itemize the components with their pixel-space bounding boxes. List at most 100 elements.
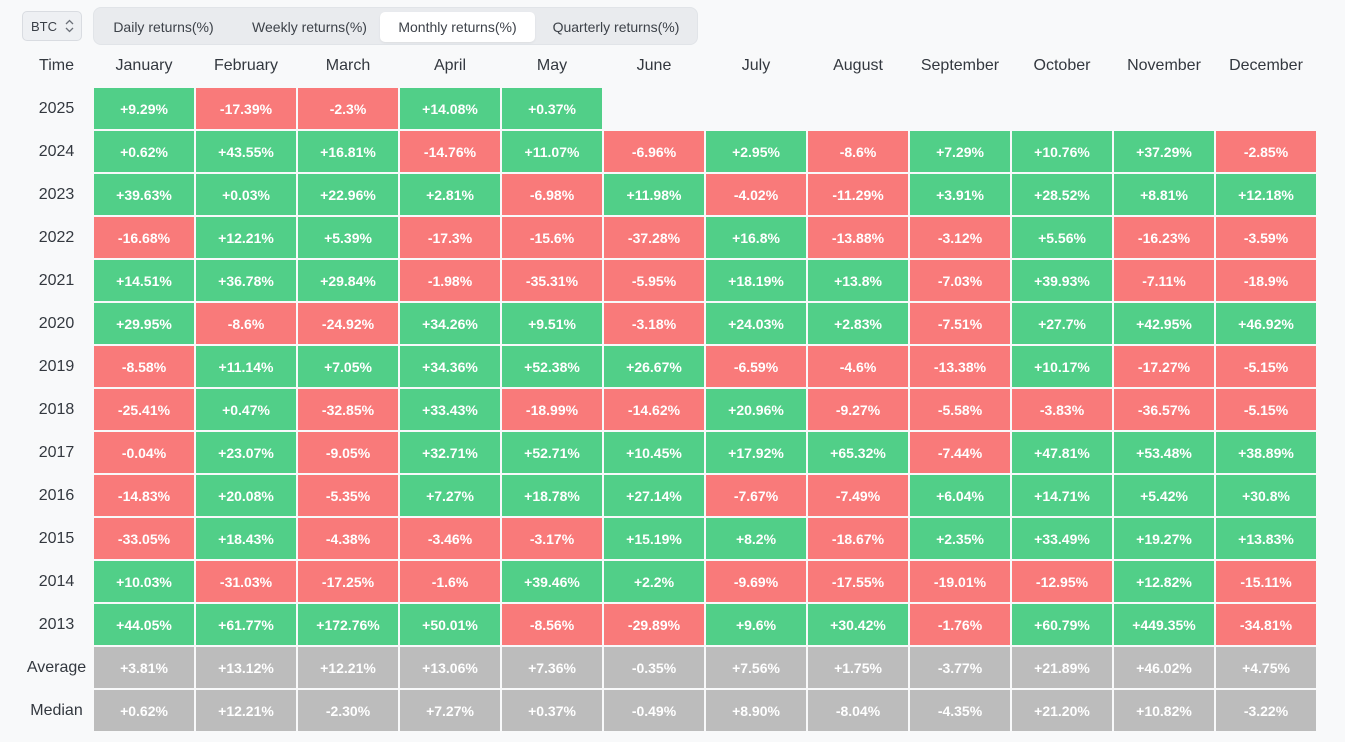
return-cell: +42.95%	[1114, 303, 1214, 344]
return-cell: +36.78%	[196, 260, 296, 301]
return-cell: -7.49%	[808, 475, 908, 516]
return-cell: -14.62%	[604, 389, 704, 430]
return-cell: +14.71%	[1012, 475, 1112, 516]
time-column-header: Time	[39, 57, 74, 74]
return-cell: -36.57%	[1114, 389, 1214, 430]
return-cell: +61.77%	[196, 604, 296, 645]
month-header: October	[1033, 57, 1091, 74]
return-cell: +10.17%	[1012, 346, 1112, 387]
year-label: 2016	[38, 486, 75, 504]
summary-value-cell: +12.21%	[196, 690, 296, 731]
summary-value-cell: +7.36%	[502, 647, 602, 688]
month-header: December	[1229, 57, 1303, 74]
return-cell: +6.04%	[910, 475, 1010, 516]
return-cell: +2.2%	[604, 561, 704, 602]
summary-value-cell: +10.82%	[1114, 690, 1214, 731]
return-cell: +37.29%	[1114, 131, 1214, 172]
return-cell: -17.39%	[196, 88, 296, 129]
asset-select[interactable]: BTC	[22, 11, 82, 41]
summary-value-cell: +4.75%	[1216, 647, 1316, 688]
return-cell: -12.95%	[1012, 561, 1112, 602]
return-cell: -17.55%	[808, 561, 908, 602]
return-cell: +28.52%	[1012, 174, 1112, 215]
return-cell: -0.04%	[94, 432, 194, 473]
return-cell: +9.29%	[94, 88, 194, 129]
return-cell: -7.51%	[910, 303, 1010, 344]
month-header: March	[325, 57, 371, 74]
return-cell: +14.51%	[94, 260, 194, 301]
return-cell: +53.48%	[1114, 432, 1214, 473]
return-cell: -4.02%	[706, 174, 806, 215]
return-cell: +8.81%	[1114, 174, 1214, 215]
return-cell: +38.89%	[1216, 432, 1316, 473]
return-cell: -17.25%	[298, 561, 398, 602]
return-cell: +7.29%	[910, 131, 1010, 172]
return-cell: -18.67%	[808, 518, 908, 559]
return-cell: +52.71%	[502, 432, 602, 473]
return-cell: -3.12%	[910, 217, 1010, 258]
month-header: January	[115, 57, 173, 74]
return-cell: +7.27%	[400, 475, 500, 516]
return-cell: +5.42%	[1114, 475, 1214, 516]
tab-weekly-returns[interactable]: Weekly returns(%)	[252, 19, 367, 35]
return-cell: -5.58%	[910, 389, 1010, 430]
summary-value-cell: +21.20%	[1012, 690, 1112, 731]
return-cell: +19.27%	[1114, 518, 1214, 559]
return-cell: +18.43%	[196, 518, 296, 559]
tab-monthly-returns[interactable]: Monthly returns(%)	[380, 12, 535, 42]
year-label: 2020	[38, 314, 75, 332]
return-cell: +15.19%	[604, 518, 704, 559]
return-cell: -7.11%	[1114, 260, 1214, 301]
summary-value-cell: +1.75%	[808, 647, 908, 688]
return-cell: +29.84%	[298, 260, 398, 301]
return-cell: +17.92%	[706, 432, 806, 473]
return-cell: -16.68%	[94, 217, 194, 258]
year-label: 2021	[38, 271, 75, 289]
return-cell: -3.17%	[502, 518, 602, 559]
return-cell: -37.28%	[604, 217, 704, 258]
return-cell: -4.6%	[808, 346, 908, 387]
summary-value-cell: +0.37%	[502, 690, 602, 731]
return-cell: +27.7%	[1012, 303, 1112, 344]
return-cell: +12.18%	[1216, 174, 1316, 215]
summary-value-cell: +7.27%	[400, 690, 500, 731]
return-cell: -5.35%	[298, 475, 398, 516]
summary-value-cell: +3.81%	[94, 647, 194, 688]
return-cell: +13.83%	[1216, 518, 1316, 559]
return-cell: -5.95%	[604, 260, 704, 301]
return-cell: -11.29%	[808, 174, 908, 215]
return-cell: -3.46%	[400, 518, 500, 559]
month-header: May	[536, 57, 568, 74]
year-label: 2023	[38, 185, 75, 203]
year-label: 2015	[38, 529, 75, 547]
return-cell: -3.59%	[1216, 217, 1316, 258]
month-header: August	[833, 57, 883, 74]
return-cell: +12.21%	[196, 217, 296, 258]
return-cell: -1.98%	[400, 260, 500, 301]
month-header: November	[1127, 57, 1201, 74]
year-label: 2022	[38, 228, 75, 246]
tab-daily-returns[interactable]: Daily returns(%)	[113, 19, 214, 35]
return-cell: +29.95%	[94, 303, 194, 344]
tab-quarterly-returns[interactable]: Quarterly returns(%)	[552, 19, 680, 35]
returns-period-tabs: Daily returns(%) Weekly returns(%) Month…	[93, 7, 698, 45]
return-cell: +10.03%	[94, 561, 194, 602]
return-cell: +0.47%	[196, 389, 296, 430]
return-cell: -5.15%	[1216, 346, 1316, 387]
return-cell: +39.93%	[1012, 260, 1112, 301]
return-cell: -14.83%	[94, 475, 194, 516]
return-cell: +24.03%	[706, 303, 806, 344]
return-cell: -3.18%	[604, 303, 704, 344]
return-cell	[1216, 88, 1316, 129]
summary-value-cell: +13.12%	[196, 647, 296, 688]
return-cell	[604, 88, 704, 129]
summary-value-cell: -4.35%	[910, 690, 1010, 731]
return-cell: -18.9%	[1216, 260, 1316, 301]
summary-value-cell: -0.35%	[604, 647, 704, 688]
return-cell: -19.01%	[910, 561, 1010, 602]
return-cell: -34.81%	[1216, 604, 1316, 645]
return-cell: -33.05%	[94, 518, 194, 559]
return-cell: -9.05%	[298, 432, 398, 473]
return-cell: -13.38%	[910, 346, 1010, 387]
summary-value-cell: +0.62%	[94, 690, 194, 731]
